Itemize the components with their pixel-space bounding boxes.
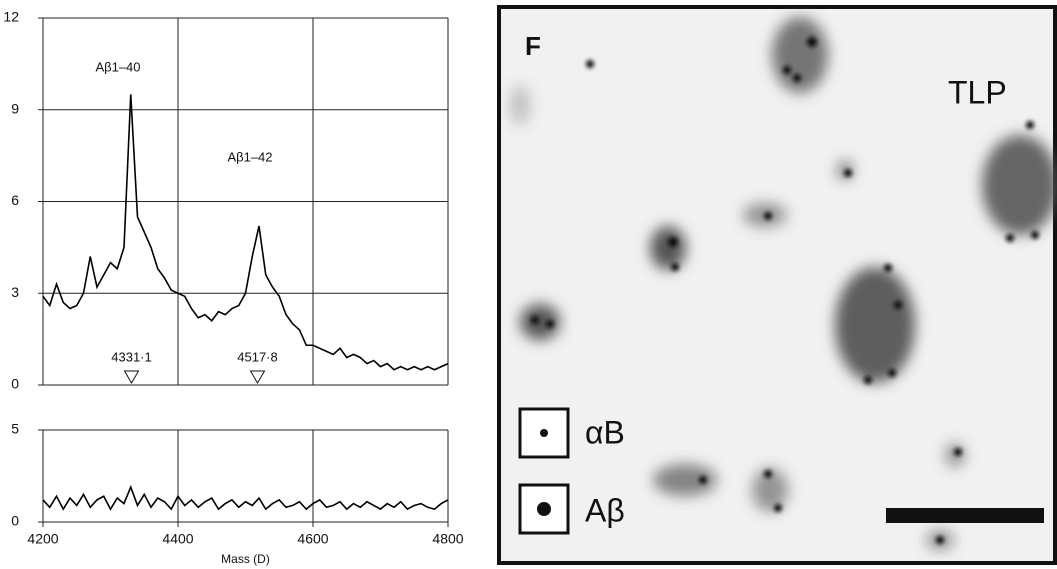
- y-tick-label: 6: [11, 192, 19, 208]
- y-tick-label: 0: [11, 376, 19, 392]
- legend-label: Aβ: [585, 492, 625, 528]
- legend-label: αB: [585, 414, 625, 450]
- micrograph: F TLP αB Aβ: [497, 5, 1057, 565]
- panel-label: F: [525, 31, 541, 61]
- peak-label: 4517·8: [237, 349, 277, 364]
- annotation: Aβ1–42: [227, 149, 272, 164]
- peak-marker: [123, 370, 140, 384]
- x-axis-label: Mass (D): [221, 552, 270, 566]
- spectrum-line: [42, 484, 449, 511]
- spectra: 0 3 6 9 12 Aβ1–40 Aβ1–42 4331·1 4517·8 0 5 4200 4400…: [3, 9, 463, 566]
- x-tick-label: 4400: [162, 531, 193, 547]
- y-tick-label: 9: [11, 100, 19, 116]
- scale-bar: [886, 508, 1044, 523]
- y-tick-label: 3: [11, 284, 19, 300]
- spectrum-line: [42, 94, 449, 371]
- annotation: Aβ1–40: [95, 59, 140, 74]
- x-tick-label: 4800: [432, 531, 463, 547]
- granules: [531, 37, 1039, 544]
- x-tick-label: 4600: [297, 531, 328, 547]
- y-tick-label: 0: [11, 513, 19, 529]
- x-tick-label: 4200: [27, 531, 58, 547]
- y-tick-label: 12: [3, 9, 19, 25]
- legend-icon: [537, 502, 551, 516]
- peak-label: 4331·1: [111, 349, 151, 364]
- legend-icon: [540, 429, 548, 437]
- peak-marker: [249, 370, 266, 384]
- region-label: TLP: [948, 74, 1007, 110]
- y-tick-label: 5: [11, 421, 19, 437]
